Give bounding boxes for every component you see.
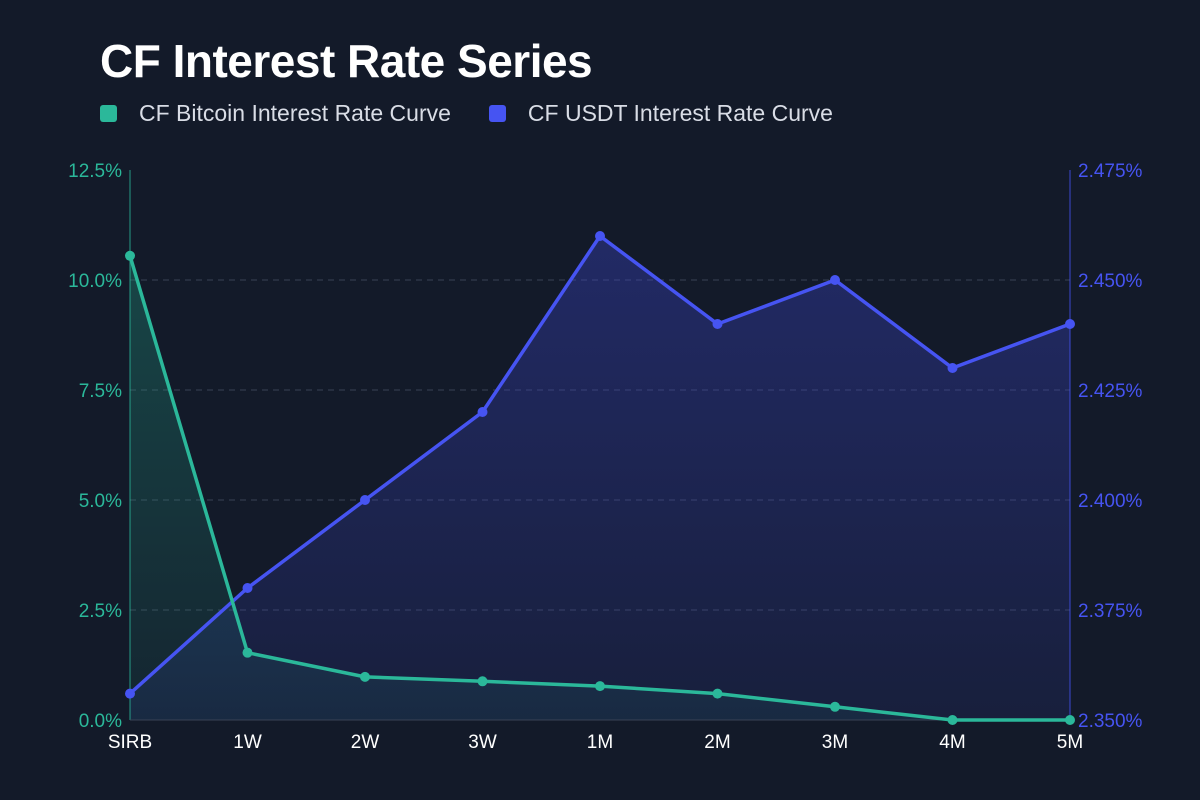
point-usdt [242,583,253,593]
y-right-tick-label: 2.425% [1078,381,1143,402]
x-tick-label: 4M [939,732,965,753]
y-right-tick-label: 2.400% [1078,491,1143,512]
point-usdt [1065,319,1075,329]
legend-item-usdt[interactable]: CF USDT Interest Rate Curve [488,100,833,127]
series-points [125,231,1075,725]
tick-labels: 0.0% 2.350% 2.5% 2.375% 5.0% 2.400% 7.5% 2.425%… [68,161,1142,753]
y-right-tick-label: 2.450% [1078,271,1143,292]
point-usdt [360,495,370,505]
x-tick-label: 1M [587,732,613,753]
legend-swatch-bitcoin [100,105,117,122]
point-bitcoin [595,681,605,692]
x-tick-label: 2W [351,732,380,753]
x-tick-label: 2M [704,732,730,753]
legend-item-bitcoin[interactable]: CF Bitcoin Interest Rate Curve [100,100,451,127]
x-tick-label: SIRB [108,732,152,753]
x-tick-label: 5M [1057,732,1083,753]
legend-label-bitcoin: CF Bitcoin Interest Rate Curve [139,100,451,126]
y-left-tick-label: 10.0% [68,271,122,292]
y-left-tick-label: 7.5% [79,381,122,402]
point-bitcoin [242,647,253,658]
y-left-tick-label: 2.5% [79,601,122,622]
area-bitcoin [130,255,1070,721]
y-right-tick-label: 2.475% [1078,161,1143,182]
point-usdt [830,275,840,285]
point-bitcoin [712,688,723,699]
legend-swatch-usdt [488,105,506,122]
point-bitcoin [947,715,958,725]
x-tick-label: 3W [468,732,497,753]
legend: CF Bitcoin Interest Rate Curve CF USDT I… [100,100,871,127]
point-bitcoin [477,676,488,687]
point-usdt [125,688,135,699]
area-usdt [130,236,1070,720]
chart-title: CF Interest Rate Series [100,35,593,87]
y-left-tick-label: 5.0% [79,491,122,512]
point-bitcoin [830,701,840,712]
point-usdt [595,231,605,241]
point-bitcoin [1065,715,1075,725]
x-tick-label: 1W [233,732,262,753]
point-usdt [947,363,958,373]
y-left-tick-label: 12.5% [68,161,122,182]
point-usdt [712,319,723,329]
series-areas [130,236,1070,721]
point-usdt [477,407,488,417]
point-bitcoin [360,671,370,682]
x-tick-label: 3M [822,732,848,753]
y-left-tick-label: 0.0% [79,711,122,732]
point-bitcoin [125,250,135,261]
y-right-tick-label: 2.375% [1078,601,1143,622]
y-right-tick-label: 2.350% [1078,711,1143,732]
legend-label-usdt: CF USDT Interest Rate Curve [527,100,833,126]
